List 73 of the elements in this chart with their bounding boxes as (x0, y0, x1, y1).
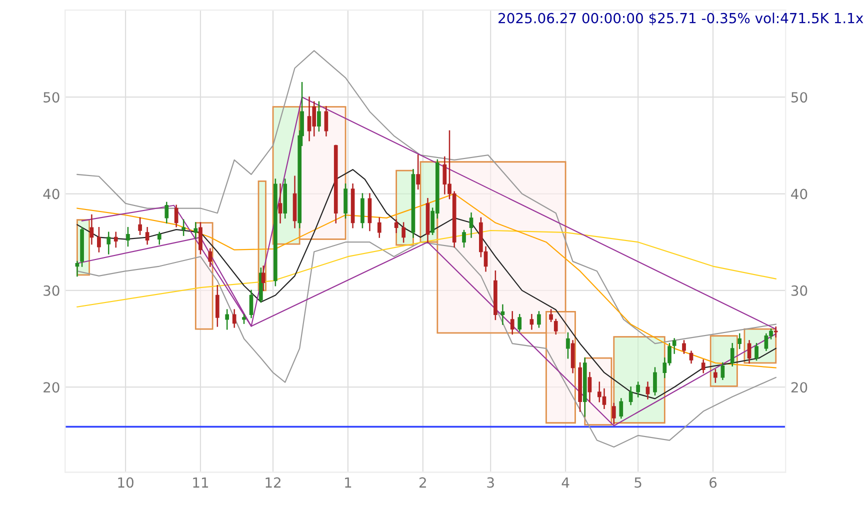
candlestick (75, 260, 80, 277)
candlestick (682, 340, 686, 354)
candlestick (208, 248, 212, 267)
candlestick (182, 219, 186, 236)
candlestick (225, 309, 229, 330)
y2-tick-label: 20 (791, 382, 808, 393)
y-tick-label: 40 (43, 188, 60, 200)
candlestick (500, 304, 505, 325)
y2-tick-label: 50 (791, 92, 808, 103)
candlestick (672, 338, 676, 354)
candlestick (730, 342, 734, 366)
candlestick (469, 212, 474, 238)
candlestick (174, 204, 178, 228)
y2-tick-label: 40 (791, 188, 808, 200)
candlestick (416, 154, 420, 190)
candlestick (554, 318, 558, 335)
candlestick (106, 232, 111, 254)
candlestick (689, 350, 694, 364)
candlestick (510, 311, 514, 335)
candlestick (198, 222, 202, 254)
candlestick (164, 202, 169, 224)
candlestick (324, 106, 328, 136)
candlestick (97, 226, 101, 252)
y-tick-label: 30 (44, 285, 60, 296)
candlestick (317, 101, 321, 132)
candlestick (628, 386, 633, 406)
chart-title: 2025.06.27 00:00:00 $25.71 -0.35% vol:471.5K 1.1x (498, 12, 864, 26)
x-tick-label: 12 (266, 477, 280, 488)
y2-tick-label: 30 (791, 285, 808, 296)
candlestick (701, 359, 706, 374)
x-tick-label: 6 (710, 477, 717, 488)
candlestick (114, 232, 118, 248)
candlestick (215, 284, 220, 327)
x-tick-label: 3 (487, 477, 494, 488)
candlestick (377, 217, 382, 238)
x-tick-label: 11 (193, 477, 208, 488)
candlestick (588, 372, 592, 402)
line-series (76, 193, 776, 368)
candlestick (126, 226, 130, 247)
candlestick (774, 326, 778, 338)
candlestick (653, 367, 657, 396)
candlestick (530, 314, 534, 330)
x-tick-label: 4 (562, 477, 570, 488)
candlestick (714, 369, 718, 383)
candlestick (747, 340, 752, 364)
line-series (76, 230, 776, 308)
y-tick-label: 20 (44, 382, 60, 393)
candlestick (462, 230, 466, 248)
x-tick-label: 5 (634, 477, 642, 488)
candlestick (738, 333, 742, 350)
candlestick (619, 398, 624, 419)
candlestick (754, 342, 758, 361)
candlestick (261, 266, 266, 292)
x-tick-label: 10 (118, 477, 134, 488)
candlestick (612, 402, 616, 424)
x-tick-label: 2 (420, 477, 426, 488)
candlestick (394, 219, 398, 234)
candlestick (194, 222, 198, 239)
candlestick (249, 290, 254, 318)
candlestick (537, 311, 541, 328)
candlestick (138, 217, 142, 235)
candlestick (518, 314, 522, 332)
candlestick (636, 382, 640, 398)
line-series (76, 50, 776, 344)
candlestick (402, 222, 406, 243)
candlestick (549, 309, 553, 322)
x-tick-label: 1 (345, 477, 352, 488)
y-tick-label: 50 (44, 92, 60, 103)
candlestick (566, 332, 570, 359)
candlestick (720, 362, 725, 380)
candlestick (157, 232, 162, 245)
candlestick (278, 183, 282, 224)
candlestick (145, 226, 150, 245)
